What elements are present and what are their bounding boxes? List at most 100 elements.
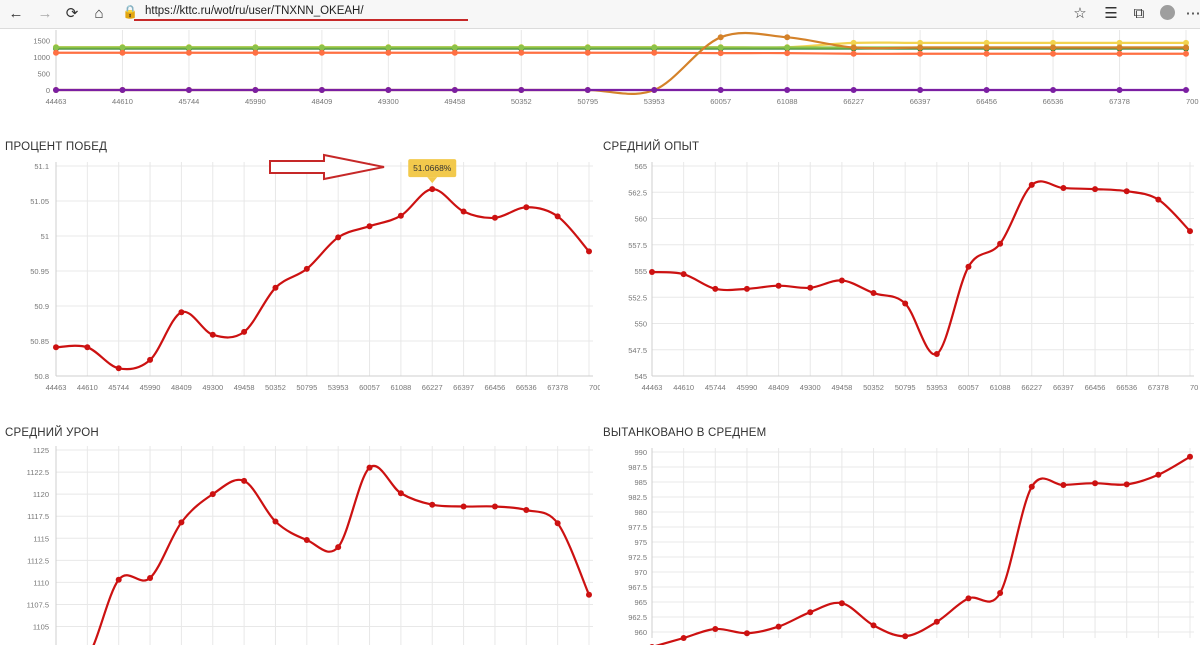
data-point [1060,482,1067,488]
y-tick-label: 1122.5 [27,468,49,477]
x-tick-label: 44463 [642,383,663,392]
y-tick-label: 565 [634,162,647,171]
x-tick-label: 49458 [444,97,465,106]
y-tick-label: 50.9 [34,302,49,311]
data-point [185,49,192,56]
data-point [1050,50,1057,57]
data-point [965,595,972,602]
address-bar[interactable]: 🔒 https://kttc.ru/wot/ru/user/TNXNN_OKEA… [116,3,1076,23]
data-point [318,49,325,56]
data-point [983,44,990,51]
data-point [53,344,59,351]
chart-title: ВЫТАНКОВАНО В СРЕДНЕМ [603,427,766,439]
y-tick-label: 0 [46,86,50,95]
data-point [1183,39,1189,46]
data-point [1187,453,1193,460]
data-point [491,214,498,221]
data-point [965,263,972,270]
data-point [1092,186,1099,193]
forward-icon[interactable]: → [37,5,53,22]
data-point [717,44,724,51]
series-line [55,188,590,371]
y-tick-label: 960 [634,628,647,637]
favorites-icon[interactable]: ☰ [1104,5,1118,22]
data-point [53,44,59,51]
data-point [717,87,724,93]
x-tick-label: 48409 [311,97,332,106]
data-point [252,49,259,56]
y-tick-label: 552.5 [628,293,647,302]
data-point [385,44,392,51]
data-point [584,44,591,51]
tooltip-box [408,159,457,178]
profile-icon[interactable] [1160,5,1175,20]
data-point [784,34,791,41]
collections-icon[interactable]: ⧉ [1133,5,1145,22]
data-point [178,519,185,526]
data-point [1183,50,1189,57]
data-point [850,44,857,51]
y-tick-label: 557.5 [628,241,647,250]
y-tick-label: 982.5 [628,493,647,502]
reload-icon[interactable]: ⟳ [65,5,79,22]
data-point [784,87,791,93]
x-tick-label: 66456 [485,383,506,392]
data-point [902,633,909,640]
data-point [366,464,373,471]
y-tick-label: 1107.5 [27,600,49,609]
data-point [983,87,990,93]
data-point [518,49,525,56]
x-tick-label: 66456 [976,97,997,106]
x-tick-label: 66227 [843,97,864,106]
home-icon[interactable]: ⌂ [94,5,104,22]
series-line [56,51,1186,55]
data-point [523,204,530,211]
data-point [147,574,154,581]
y-tick-label: 967.5 [628,583,647,592]
data-point [385,49,392,56]
lock-icon: 🔒 [122,4,139,19]
menu-icon[interactable]: ⋯ [1185,5,1200,22]
y-tick-label: 1125 [33,446,49,455]
x-tick-label: 44463 [46,383,67,392]
data-point [241,328,248,335]
y-tick-label: 990 [634,448,647,457]
data-point [807,284,814,291]
url-text: https://kttc.ru/wot/ru/user/TNXNN_OKEAH/ [145,5,364,17]
data-point [554,213,561,220]
url-underline-annotation [134,19,468,21]
tooltip: 51.0668% [408,159,457,184]
y-tick-label: 547.5 [628,346,647,355]
data-point [209,491,216,498]
browser-toolbar: ← → ⟳ ⌂ 🔒 https://kttc.ru/wot/ru/user/TN… [0,0,1200,29]
top-multiseries-chart: 0 500 1000 1500 44463 44610 45744 45990 48409 493… [33,30,1199,106]
data-point [185,44,192,51]
back-icon[interactable]: ← [8,5,24,22]
x-tick-label: 44610 [77,383,98,392]
y-tick-label: 1120 [33,490,49,499]
y-tick-label: 975 [634,538,647,547]
win-rate-chart: ПРОЦЕНТ ПОБЕД 50.8 50.85 50.9 50.95 51 51.05 51… [5,141,600,392]
data-point [429,186,436,193]
x-tick-label: 66397 [910,97,931,106]
y-tick-label: 962.5 [628,613,647,622]
x-tick-label: 45990 [140,383,161,392]
data-point [870,622,877,629]
data-point [717,50,724,57]
data-point [775,623,782,630]
data-point [397,212,404,219]
x-tick-label: 50795 [895,383,916,392]
data-point [1050,44,1057,51]
y-tick-label: 1105 [33,623,49,632]
x-tick-label: 50795 [577,97,598,106]
star-icon[interactable]: ☆ [1073,5,1087,22]
data-point [252,87,259,93]
x-tick-label: 53953 [644,97,665,106]
data-point [850,50,857,57]
data-point [933,618,940,625]
data-point [241,477,248,484]
data-point [115,576,122,583]
data-point [651,44,658,51]
data-point [1187,228,1193,235]
x-tick-label: 66227 [1021,383,1042,392]
